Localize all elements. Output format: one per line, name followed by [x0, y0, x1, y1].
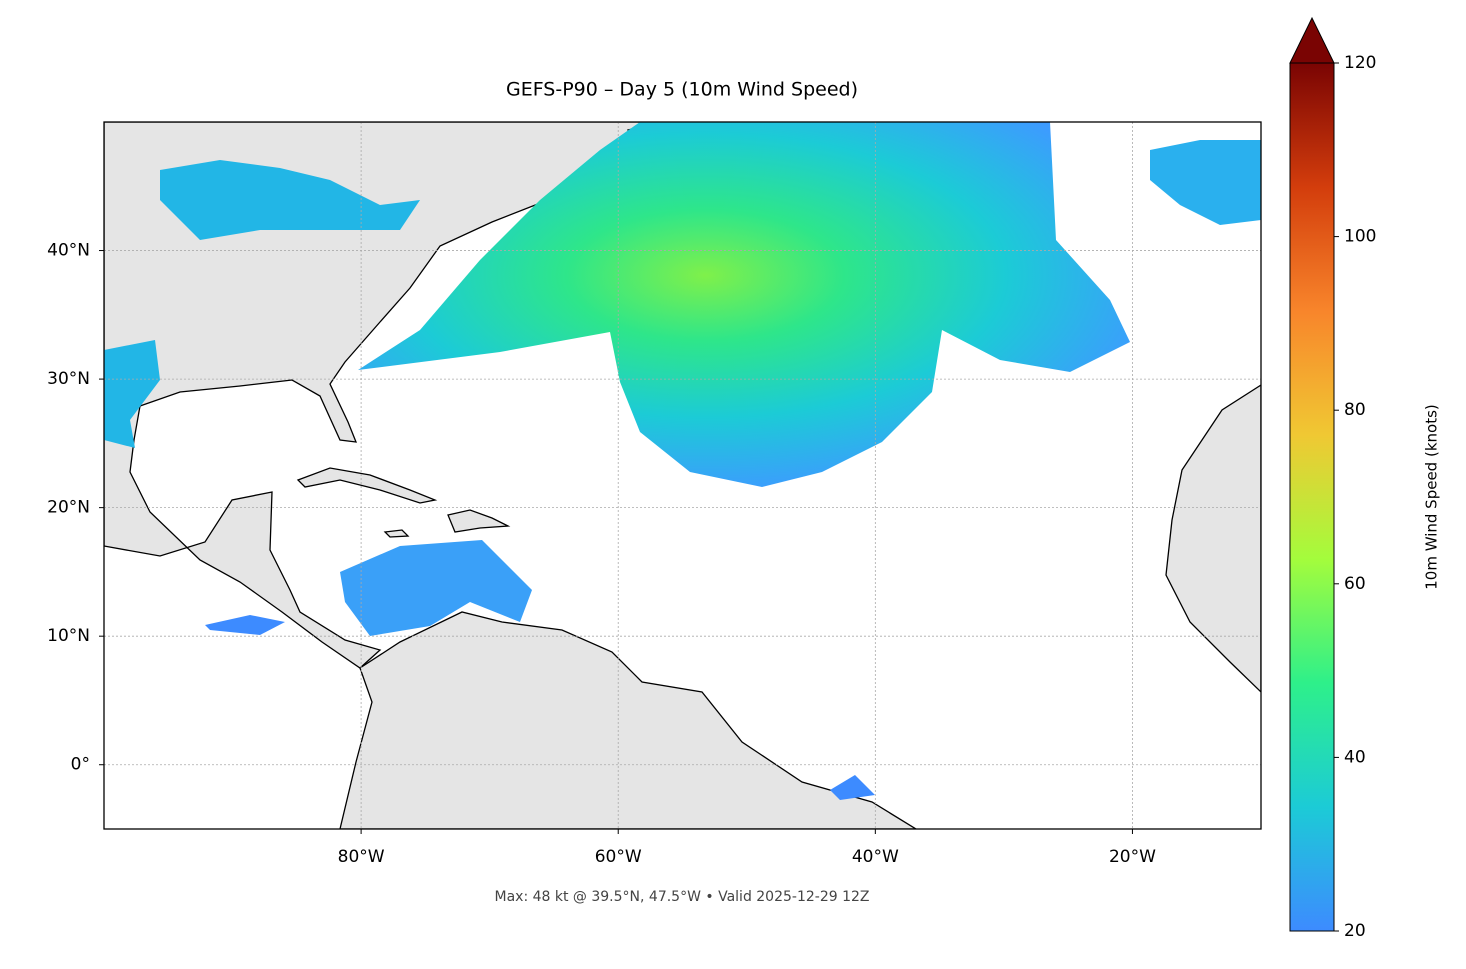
colorbar-extension [1289, 16, 1335, 64]
y-tick-label: 10°N [47, 626, 90, 646]
wind-field [1150, 140, 1261, 225]
y-tick-label: 40°N [47, 241, 90, 261]
colorbar-tick-label: 120 [1344, 53, 1376, 73]
x-tick-label: 60°W [595, 847, 642, 867]
colorbar-tick-label: 40 [1344, 747, 1366, 767]
map-title: GEFS-P90 – Day 5 (10m Wind Speed) [506, 79, 858, 101]
grid [104, 122, 1261, 829]
jamaica [383, 529, 410, 538]
wind-field [830, 775, 875, 800]
y-tick-label: 30°N [47, 369, 90, 389]
wind-field [205, 615, 285, 635]
x-tick-label: 40°W [852, 847, 899, 867]
wind-field [358, 122, 1130, 487]
colorbar-tick-label: 80 [1344, 400, 1366, 420]
footnote: Max: 48 kt @ 39.5°N, 47.5°W • Valid 2025… [495, 889, 870, 905]
cuba [296, 467, 438, 504]
wind-field [104, 340, 160, 448]
africa [1165, 384, 1261, 693]
wind-field [340, 540, 532, 636]
colorbar [1289, 62, 1335, 932]
x-tick-label: 20°W [1109, 847, 1156, 867]
y-tick-label: 20°N [47, 498, 90, 518]
colorbar-label: 10m Wind Speed (knots) [1423, 404, 1441, 590]
map-frame [103, 121, 1262, 830]
colorbar-tick-label: 100 [1344, 227, 1376, 247]
map-body [104, 122, 1261, 829]
south-america [339, 611, 918, 829]
y-tick-label: 0° [71, 755, 90, 775]
wind-field [160, 160, 420, 240]
colorbar-tick-label: 20 [1344, 921, 1366, 941]
hispaniola [447, 509, 511, 533]
colorbar-tick-label: 60 [1344, 574, 1366, 594]
north-america [104, 122, 641, 669]
x-tick-label: 80°W [338, 847, 385, 867]
